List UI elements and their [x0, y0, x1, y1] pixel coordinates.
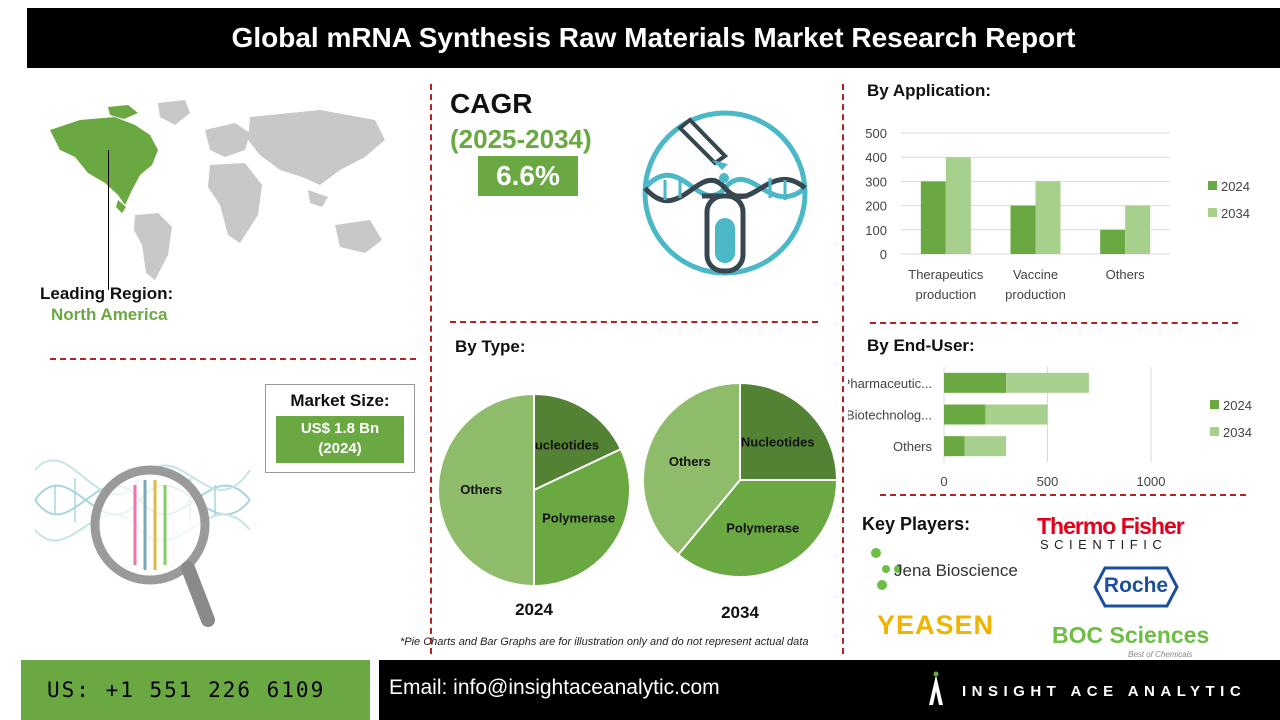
key-players-heading: Key Players:: [862, 514, 971, 534]
pie-label: Polymerase: [542, 510, 615, 525]
y-tick-label: Others: [893, 439, 933, 454]
pie-title: 2024: [515, 600, 553, 619]
legend-label: 2034: [1223, 425, 1252, 440]
legend-label: 2024: [1221, 179, 1250, 194]
type-pie-2034: Nucleotides Polymerase Others 2034: [642, 381, 839, 622]
y-tick-label: 300: [865, 174, 887, 189]
application-bar-2024: [1100, 229, 1126, 254]
boc-sciences-tagline: Best of Chemicals: [1128, 650, 1193, 659]
by-end-user-heading: By End-User:: [867, 336, 975, 355]
divider-right: [842, 84, 844, 654]
by-application-chart: 0 100 200 300 400 500 Therapeutics production Va…: [865, 126, 1250, 302]
insight-ace-logo-icon: [929, 671, 943, 705]
y-tick-label: 500: [865, 126, 887, 141]
application-bar-2024: [920, 181, 946, 254]
enduser-bar-2024: [944, 372, 1007, 393]
footer-phone-bar: US: +1 551 226 6109: [21, 660, 370, 720]
application-bar-2024: [1010, 205, 1036, 254]
y-tick-label: Pharmaceutic...: [848, 376, 932, 391]
thermo-fisher-logo: Thermo Fisher: [1037, 513, 1185, 539]
jena-bioscience-logo: Jena Bioscience: [894, 561, 1018, 580]
market-size-year: (2024): [318, 440, 362, 457]
thermo-fisher-scientific-text: SCIENTIFIC: [1040, 537, 1168, 552]
test-tube-dna-icon: [642, 110, 808, 276]
application-bar-2034: [945, 157, 971, 254]
legend-swatch: [1210, 427, 1219, 436]
enduser-bar-2034: [1006, 372, 1089, 393]
dna-magnifier-icon: [34, 459, 251, 627]
pie-slice-others: [437, 392, 535, 588]
y-tick-label: 200: [865, 199, 887, 214]
x-tick-label: production: [915, 287, 976, 302]
footer-brand: INSIGHT ACE ANALYTIC: [962, 683, 1247, 700]
x-tick-label: Vaccine: [1013, 267, 1058, 282]
page-title: Global mRNA Synthesis Raw Materials Mark…: [27, 8, 1280, 68]
title-text: Global mRNA Synthesis Raw Materials Mark…: [231, 22, 1076, 53]
boc-sciences-logo: BOC Sciences: [1052, 622, 1210, 648]
pie-slice-nucleotides: [533, 392, 623, 492]
footer-phone[interactable]: US: +1 551 226 6109: [47, 678, 326, 702]
enduser-bar-2034: [985, 404, 1048, 425]
x-tick-label: 1000: [1137, 474, 1166, 489]
y-tick-label: Biotechnolog...: [848, 408, 932, 423]
illustration-note: *Pie Charts and Bar Graphs are for illus…: [400, 636, 809, 648]
enduser-bar-2024: [944, 404, 986, 425]
leading-region-value: North America: [51, 305, 168, 324]
footer-email[interactable]: Email: info@insightaceanalytic.com: [389, 676, 720, 699]
pie-slice-nucleotides: [739, 381, 839, 481]
pie-label: Polymerase: [726, 520, 799, 535]
region-pointer-line: [108, 150, 109, 290]
cagr-years: (2025-2034): [450, 124, 592, 154]
legend-label: 2024: [1223, 398, 1252, 413]
x-tick-label: Therapeutics: [908, 267, 984, 282]
by-application-heading: By Application:: [867, 81, 992, 100]
x-tick-label: production: [1005, 287, 1066, 302]
market-size-value: US$ 1.8 Bn (2024): [276, 416, 404, 463]
divider-application: [870, 322, 1238, 324]
leading-region-label: Leading Region:: [40, 284, 174, 303]
pie-label: Nucleotides: [525, 437, 599, 452]
divider-enduser: [880, 494, 1246, 496]
pie-slice-polymerase: [676, 479, 839, 578]
by-end-user-chart: 0 500 1000 Pharmaceutic... Biotechnolog... Ot…: [848, 367, 1252, 489]
footer-bar: [379, 660, 1280, 720]
pie-label: Others: [669, 454, 711, 469]
legend-swatch: [1208, 208, 1217, 217]
pie-label: Others: [460, 482, 502, 497]
y-tick-label: 400: [865, 150, 887, 165]
market-size-label: Market Size:: [290, 391, 390, 410]
y-tick-label: 100: [865, 223, 887, 238]
x-tick-label: 0: [940, 474, 947, 489]
y-tick-label: 0: [880, 247, 887, 262]
pie-label: Nucleotides: [741, 434, 815, 449]
roche-logo: Roche: [1103, 574, 1169, 597]
cagr-value: 6.6%: [478, 156, 578, 196]
enduser-bar-2034: [964, 436, 1007, 457]
by-type-heading: By Type:: [455, 337, 526, 356]
enduser-bar-2024: [944, 436, 965, 457]
divider-left: [430, 84, 432, 654]
cagr-title: CAGR: [450, 88, 533, 119]
application-bar-2034: [1035, 181, 1061, 254]
yeasen-logo: YEASEN: [877, 610, 995, 640]
application-bar-2034: [1125, 205, 1151, 254]
roche-logo-shape: [1093, 566, 1179, 608]
legend-swatch: [1208, 181, 1217, 190]
x-tick-label: 500: [1037, 474, 1059, 489]
divider-region: [50, 358, 416, 360]
world-map-icon: [50, 100, 385, 280]
legend-swatch: [1210, 400, 1219, 409]
market-size-amount: US$ 1.8 Bn: [300, 420, 380, 437]
pie-title: 2034: [721, 603, 759, 622]
jena-bioscience-icon: [871, 548, 902, 590]
x-tick-label: Others: [1106, 267, 1146, 282]
divider-cagr: [450, 321, 818, 323]
pie-slice-polymerase: [533, 447, 631, 588]
type-pie-2024: Nucleotides Polymerase Others 2024: [437, 392, 631, 619]
pie-slice-others: [642, 381, 741, 557]
legend-label: 2034: [1221, 206, 1250, 221]
